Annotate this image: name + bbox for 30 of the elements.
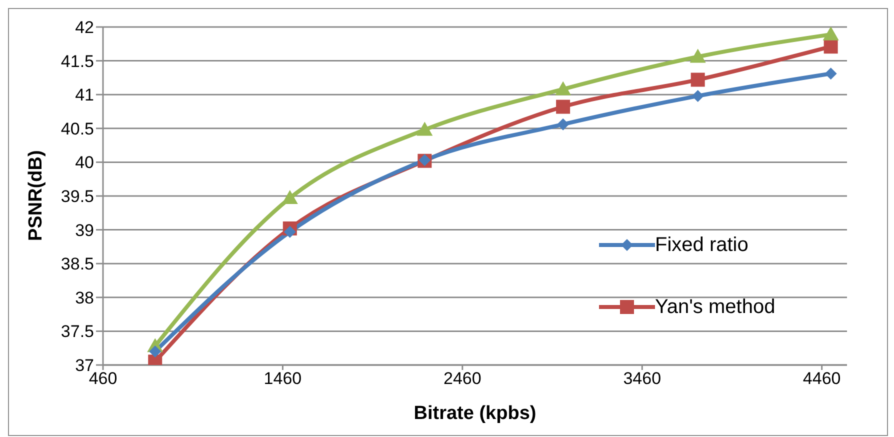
- point: [824, 40, 838, 54]
- point: [822, 27, 839, 40]
- y-tick-label: 42: [75, 18, 94, 38]
- y-tick-label: 39: [75, 220, 94, 240]
- x-tick-label: 3460: [623, 369, 662, 388]
- x-axis-title: Bitrate (kpbs): [414, 403, 536, 424]
- x-tick-label: 1460: [264, 369, 302, 388]
- x-tick-label: 2460: [444, 369, 482, 388]
- point: [556, 100, 570, 114]
- point: [555, 81, 572, 96]
- y-tick-label: 40.5: [60, 119, 94, 138]
- point: [284, 226, 296, 238]
- point: [416, 122, 433, 136]
- legend-label: Yan's method: [655, 296, 776, 318]
- y-tick-label: 40: [75, 153, 94, 172]
- y-tick-label: 38.5: [60, 254, 94, 274]
- point: [824, 68, 837, 80]
- point: [557, 118, 570, 130]
- point: [282, 190, 298, 204]
- y-tick-label: 41.5: [60, 52, 94, 71]
- y-tick-label: 38: [75, 288, 94, 308]
- point: [690, 48, 706, 63]
- y-tick-label: 37.5: [60, 322, 94, 342]
- y-tick-label: 39.5: [60, 187, 94, 206]
- point: [692, 90, 704, 102]
- y-axis-title: PSNR(dB): [26, 150, 47, 241]
- x-tick-label: 4460: [802, 369, 841, 388]
- y-tick-label: 41: [75, 86, 94, 105]
- point: [690, 72, 705, 87]
- legend-label: Fixed ratio: [655, 234, 748, 256]
